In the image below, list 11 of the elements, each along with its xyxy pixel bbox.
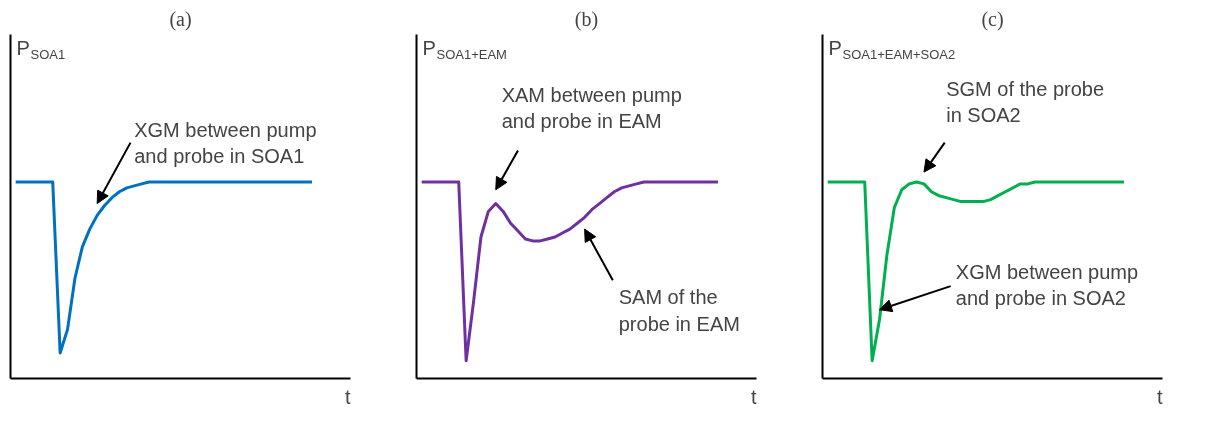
chart-title: (a)	[169, 7, 192, 31]
text: XAM between pump and probe in EAM	[501, 83, 682, 133]
x-axis-title: t	[1156, 385, 1163, 408]
annotation: XGM between pump and probe in SOA2	[955, 260, 1139, 309]
text: SGM of the probe in SOA2	[946, 77, 1105, 127]
annotation: SAM of the probe in EAM	[618, 286, 740, 335]
text: XGM between pump and probe in SOA1	[134, 119, 317, 168]
x-axis-title: t	[344, 385, 351, 408]
chart-title: (b)	[574, 7, 599, 31]
x-axis-title: t	[750, 385, 757, 408]
chart-title: (c)	[981, 7, 1004, 31]
